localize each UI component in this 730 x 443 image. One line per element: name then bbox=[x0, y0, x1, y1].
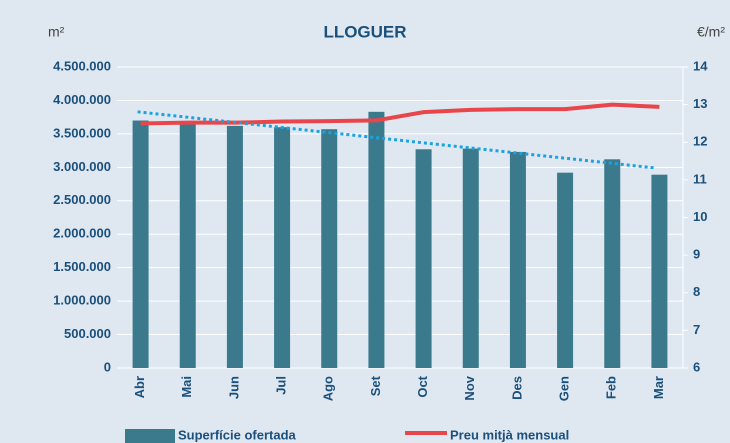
y-tick-label: 0 bbox=[104, 359, 111, 374]
line-series bbox=[140, 102, 660, 126]
y-tick-label: 1.500.000 bbox=[53, 259, 111, 274]
legend-swatch bbox=[125, 429, 175, 443]
bar bbox=[462, 148, 479, 368]
bar bbox=[179, 121, 196, 368]
x-tick-label: Mai bbox=[179, 376, 194, 398]
y-tick-label: 3.000.000 bbox=[53, 159, 111, 174]
y-tick-label: 500.000 bbox=[64, 326, 111, 341]
y-tick-label: 2.500.000 bbox=[53, 192, 111, 207]
x-tick-label: Set bbox=[368, 375, 383, 396]
bar bbox=[604, 159, 621, 368]
y-axis-label: m² bbox=[48, 24, 65, 40]
y2-tick-label: 7 bbox=[693, 322, 700, 337]
y-tick-label: 4.500.000 bbox=[53, 58, 111, 73]
y2-tick-label: 10 bbox=[693, 209, 707, 224]
x-tick-label: Oct bbox=[415, 375, 430, 397]
y2-tick-label: 12 bbox=[693, 134, 707, 149]
bar bbox=[557, 172, 574, 368]
bar bbox=[274, 127, 291, 368]
bar bbox=[321, 129, 338, 368]
legend-label: Preu mitjà mensual bbox=[450, 427, 569, 442]
x-tick-label: Abr bbox=[132, 376, 147, 398]
trendline bbox=[137, 110, 656, 170]
y-tick-label: 3.500.000 bbox=[53, 125, 111, 140]
y2-tick-label: 11 bbox=[693, 171, 707, 186]
bar bbox=[509, 151, 526, 368]
chart-title: LLOGUER bbox=[323, 22, 406, 41]
y2-tick-label: 14 bbox=[693, 58, 708, 73]
bar bbox=[651, 174, 668, 368]
x-tick-label: Gen bbox=[557, 376, 572, 401]
y2-tick-label: 9 bbox=[693, 247, 700, 262]
x-tick-label: Feb bbox=[604, 376, 619, 399]
bar bbox=[415, 149, 432, 368]
bar bbox=[132, 120, 149, 368]
x-tick-label: Jun bbox=[226, 376, 241, 399]
y-tick-label: 1.000.000 bbox=[53, 293, 111, 308]
x-tick-label: Ago bbox=[321, 376, 336, 401]
x-tick-label: Mar bbox=[651, 376, 666, 399]
y2-tick-label: 13 bbox=[693, 96, 707, 111]
x-tick-label: Nov bbox=[462, 375, 477, 400]
y-tick-label: 2.000.000 bbox=[53, 226, 111, 241]
bar bbox=[368, 111, 385, 368]
y2-tick-label: 6 bbox=[693, 359, 700, 374]
y2-tick-label: 8 bbox=[693, 284, 700, 299]
y-tick-label: 4.000.000 bbox=[53, 92, 111, 107]
legend-label: Superfície ofertada bbox=[178, 427, 297, 442]
bar bbox=[226, 125, 243, 369]
x-tick-label: Des bbox=[509, 376, 524, 400]
x-tick-label: Jul bbox=[274, 376, 289, 395]
y2-axis-label: €/m² bbox=[697, 24, 725, 40]
